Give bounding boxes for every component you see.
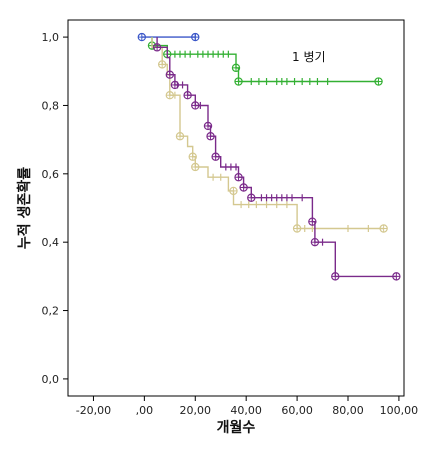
y-tick-label: 0,8	[42, 99, 60, 112]
series-2	[151, 37, 388, 233]
y-tick-label: 0,4	[42, 236, 60, 249]
x-axis-ticks: -20,00 ,00 20,00 40,00 60,00 80,00 100,00	[76, 396, 418, 417]
legend-label: 1 병기	[292, 50, 326, 64]
y-axis-ticks: 0,0 0,2 0,4 0,6 0,8 1,0	[42, 31, 68, 386]
x-tick-label: 60,00	[281, 404, 313, 417]
y-tick-label: 0,2	[42, 305, 60, 318]
series-0	[137, 32, 200, 42]
x-axis-title: 개월수	[217, 419, 256, 436]
series-3	[152, 37, 401, 281]
y-tick-label: 1,0	[42, 31, 60, 44]
x-tick-label: ,00	[136, 404, 154, 417]
x-tick-label: 80,00	[332, 404, 364, 417]
plot-frame	[67, 19, 405, 397]
x-tick-label: 20,00	[180, 404, 212, 417]
x-tick-label: 40,00	[230, 404, 262, 417]
x-tick-label: 100,00	[380, 404, 419, 417]
y-axis-title: 누적 생존확률	[16, 167, 33, 249]
y-tick-label: 0,6	[42, 168, 60, 181]
series-layer	[137, 32, 401, 281]
x-tick-label: -20,00	[76, 404, 111, 417]
y-tick-label: 0,0	[42, 373, 60, 386]
